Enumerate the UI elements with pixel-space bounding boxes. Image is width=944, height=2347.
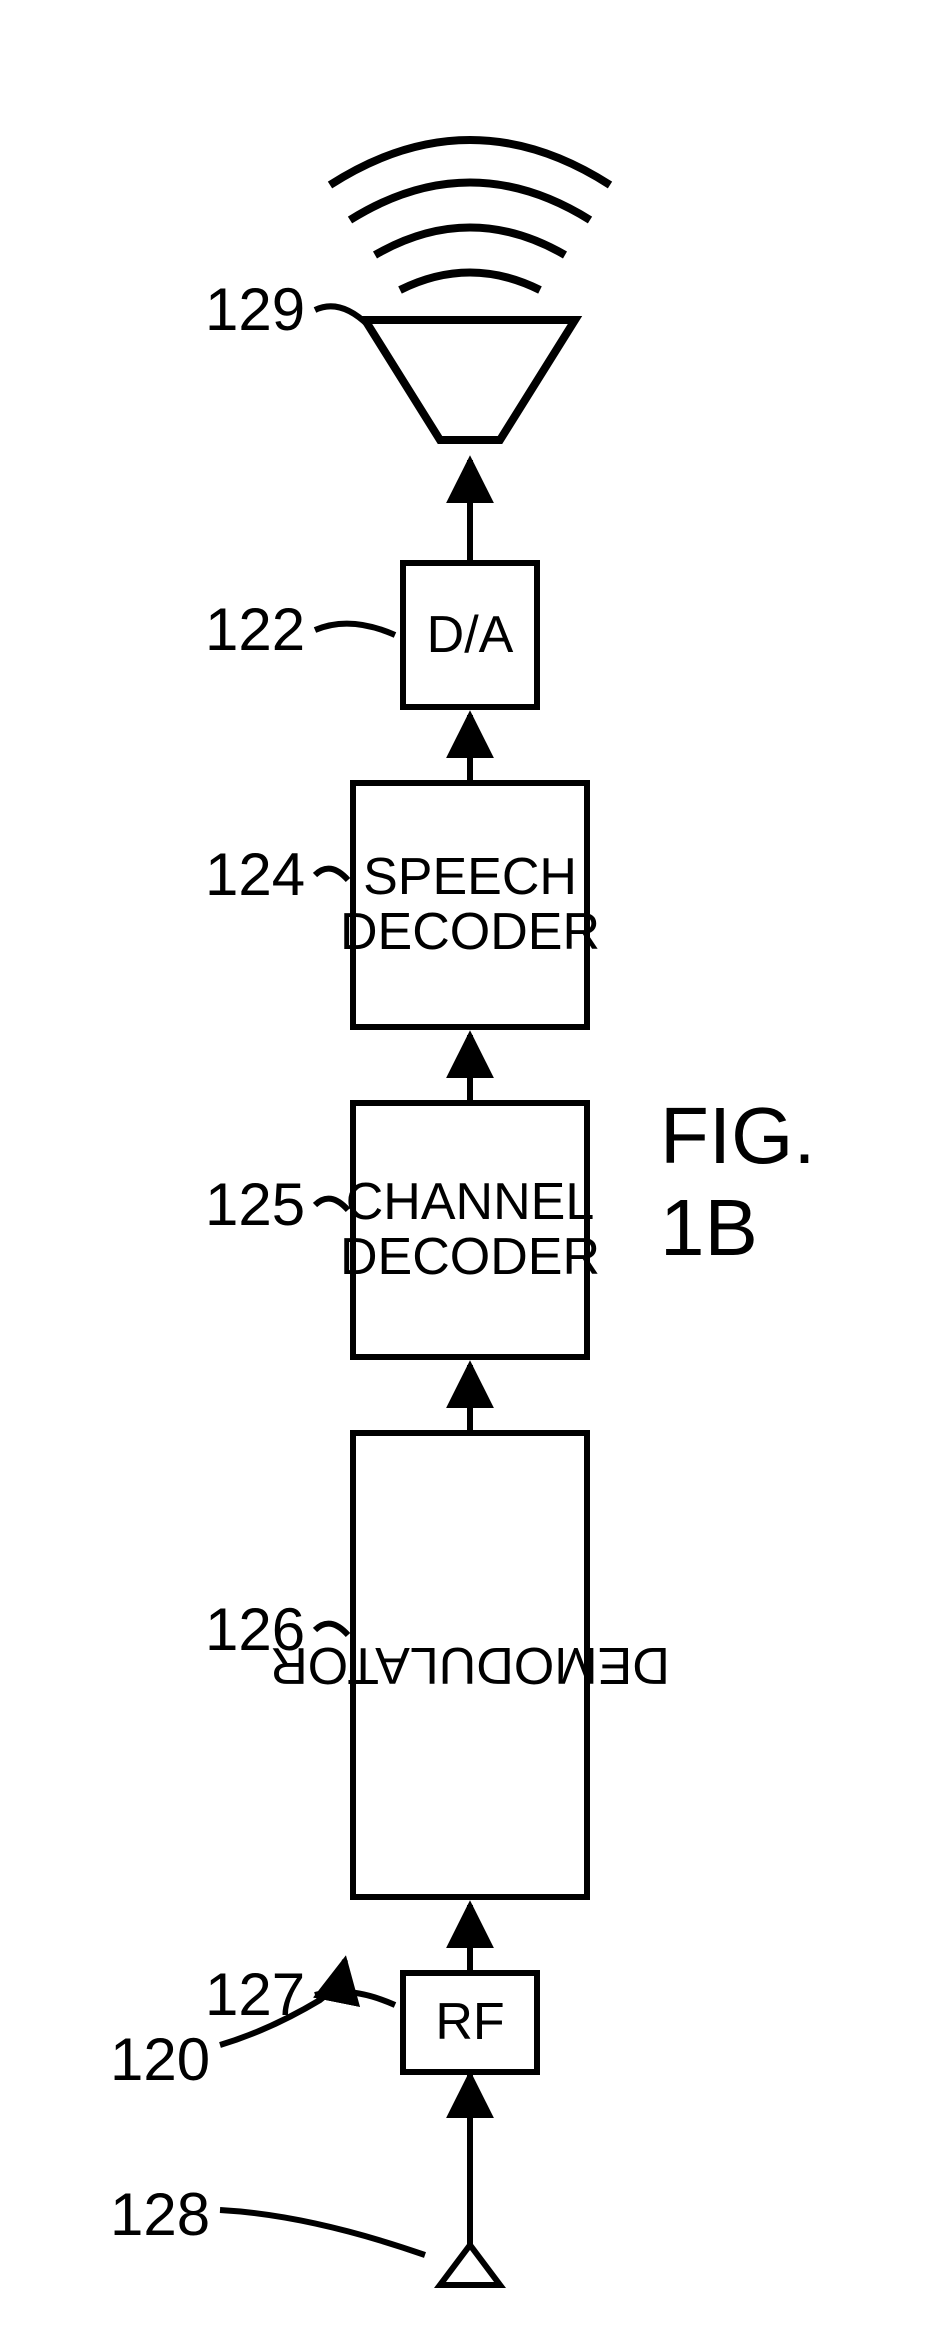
da-ref-leader	[315, 624, 395, 635]
rf-block-label: RF	[435, 1995, 504, 2050]
demod-ref-leader	[315, 1624, 348, 1635]
speaker-ref-leader	[315, 306, 368, 325]
channel-decoder-ref-label: 125	[205, 1170, 305, 1239]
antenna-icon	[440, 2075, 500, 2285]
speaker-ref-label: 129	[205, 275, 305, 344]
demodulator-block: DEMODULATOR	[350, 1430, 590, 1900]
speech-decoder-block: SPEECH DECODER	[350, 780, 590, 1030]
channel-decoder-label-1: CHANNEL	[346, 1175, 595, 1230]
speech-decoder-label-2: DECODER	[340, 905, 600, 960]
rf-block: RF	[400, 1970, 540, 2075]
speaker-icon	[330, 140, 610, 440]
antenna-ref-leader	[220, 2210, 425, 2255]
demodulator-block-label: DEMODULATOR	[270, 1638, 670, 1693]
rf-ref-label: 127	[205, 1960, 305, 2029]
rf-ref-leader	[315, 1992, 395, 2005]
chdec-ref-leader	[315, 1199, 348, 1210]
figure-title: FIG. 1B	[660, 1090, 914, 1274]
da-ref-label: 122	[205, 595, 305, 664]
antenna-ref-label: 128	[110, 2180, 210, 2249]
speech-decoder-label-1: SPEECH	[363, 850, 577, 905]
channel-decoder-label-2: DECODER	[340, 1230, 600, 1285]
block-diagram: 120 128 RF 127 DEMODULATOR 126 CHANNEL D…	[30, 40, 914, 2307]
channel-decoder-block: CHANNEL DECODER	[350, 1100, 590, 1360]
da-block: D/A	[400, 560, 540, 710]
da-block-label: D/A	[427, 608, 514, 663]
demodulator-ref-label: 126	[205, 1595, 305, 1664]
spdec-ref-leader	[315, 869, 348, 880]
system-ref-label: 120	[110, 2025, 210, 2094]
speech-decoder-ref-label: 124	[205, 840, 305, 909]
